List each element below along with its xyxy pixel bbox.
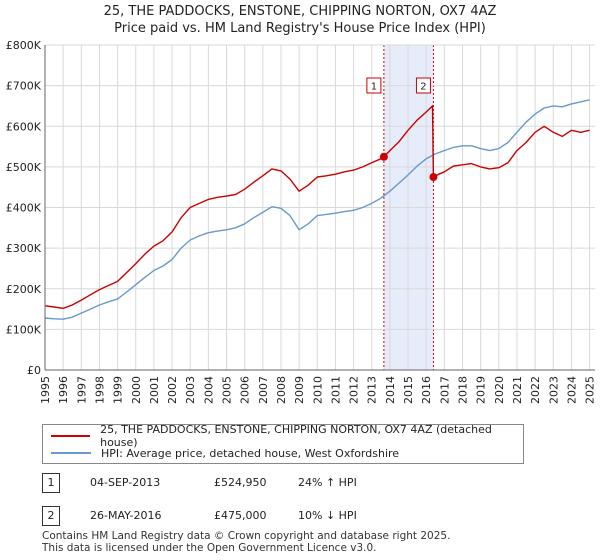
x-tick-label: 2024 <box>565 376 578 404</box>
x-tick-label: 2002 <box>166 376 179 404</box>
chart-subtitle: Price paid vs. HM Land Registry's House … <box>114 21 486 36</box>
transaction-date: 26-MAY-2016 <box>90 509 162 522</box>
transaction-row: 2 26-MAY-2016 £475,000 10% ↓ HPI <box>42 506 562 526</box>
x-tick-label: 2018 <box>456 376 469 404</box>
x-tick-label: 2006 <box>239 376 252 404</box>
x-tick-label: 2022 <box>529 376 542 404</box>
x-tick-label: 2008 <box>275 376 288 404</box>
x-tick-label: 1999 <box>112 376 125 404</box>
x-tick-label: 2009 <box>293 376 306 404</box>
transaction-hpi-diff: 10% ↓ HPI <box>298 509 357 522</box>
legend-label-property: 25, THE PADDOCKS, ENSTONE, CHIPPING NORT… <box>100 423 492 449</box>
y-tick-label: £400K <box>6 202 42 215</box>
transaction-number-badge: 2 <box>42 506 60 526</box>
transaction-row: 1 04-SEP-2013 £524,950 24% ↑ HPI <box>42 473 562 493</box>
x-tick-label: 2001 <box>148 376 161 404</box>
series-line-hpi <box>44 99 590 320</box>
x-tick-label: 1998 <box>93 376 106 404</box>
x-tick-label: 1995 <box>39 376 52 404</box>
y-tick-label: £100K <box>6 323 42 336</box>
x-tick-label: 2000 <box>130 376 143 404</box>
x-tick-label: 2019 <box>475 376 488 404</box>
footer-copyright: Contains HM Land Registry data © Crown c… <box>42 530 451 542</box>
x-tick-label: 2005 <box>221 376 234 404</box>
price-chart: 1 2 £0 £100K £200K £300K £400K £500K £600K £700K… <box>6 39 597 404</box>
sale-point <box>379 152 388 161</box>
x-tick-label: 2012 <box>348 376 361 404</box>
footer-licence: This data is licensed under the Open Gov… <box>42 542 377 554</box>
transaction-number-badge: 1 <box>42 473 60 493</box>
x-tick-label: 2025 <box>584 376 597 404</box>
transaction-date: 04-SEP-2013 <box>90 476 161 489</box>
x-tick-label: 1996 <box>57 376 70 404</box>
x-tick-label: 2004 <box>202 376 215 404</box>
y-tick-label: £500K <box>6 161 42 174</box>
x-tick-label: 2007 <box>257 376 270 404</box>
x-tick-label: 2011 <box>329 376 342 404</box>
y-tick-label: £0 <box>27 364 41 377</box>
x-tick-label: 1997 <box>75 376 88 404</box>
series-line-property <box>44 105 590 309</box>
legend-item-property: 25, THE PADDOCKS, ENSTONE, CHIPPING NORT… <box>51 423 523 449</box>
legend-swatch-property <box>51 435 91 437</box>
transaction-price: £524,950 <box>214 476 267 489</box>
y-tick-label: £800K <box>6 39 42 52</box>
y-tick-label: £300K <box>6 242 42 255</box>
transaction-hpi-diff: 24% ↑ HPI <box>298 476 357 489</box>
sale-label-box <box>415 77 431 94</box>
footer: Contains HM Land Registry data © Crown c… <box>42 530 450 554</box>
x-tick-label: 2013 <box>366 376 379 404</box>
sale-label-text: 1 <box>371 82 377 93</box>
x-tick-label: 2014 <box>384 376 397 404</box>
x-tick-label: 2003 <box>184 376 197 404</box>
x-tick-label: 2015 <box>402 376 415 404</box>
x-tick-label: 2017 <box>438 376 451 404</box>
x-tick-label: 2020 <box>493 376 506 404</box>
x-tick-label: 2010 <box>311 376 324 404</box>
sale-label-text: 2 <box>420 82 426 93</box>
chart-title: 25, THE PADDOCKS, ENSTONE, CHIPPING NORT… <box>103 4 497 19</box>
sale-point <box>429 173 438 182</box>
x-tick-label: 2023 <box>547 376 560 404</box>
legend-swatch-hpi <box>51 452 91 454</box>
legend-label-hpi: HPI: Average price, detached house, West… <box>101 446 400 460</box>
y-tick-label: £200K <box>6 283 42 296</box>
legend-item-hpi: HPI: Average price, detached house, West… <box>51 445 399 461</box>
x-tick-label: 2016 <box>420 376 433 404</box>
y-tick-label: £600K <box>6 120 42 133</box>
legend: 25, THE PADDOCKS, ENSTONE, CHIPPING NORT… <box>42 423 524 464</box>
transaction-price: £475,000 <box>214 509 267 522</box>
sale-label-box <box>366 77 382 94</box>
x-tick-label: 2021 <box>511 376 524 404</box>
y-tick-label: £700K <box>6 80 42 93</box>
